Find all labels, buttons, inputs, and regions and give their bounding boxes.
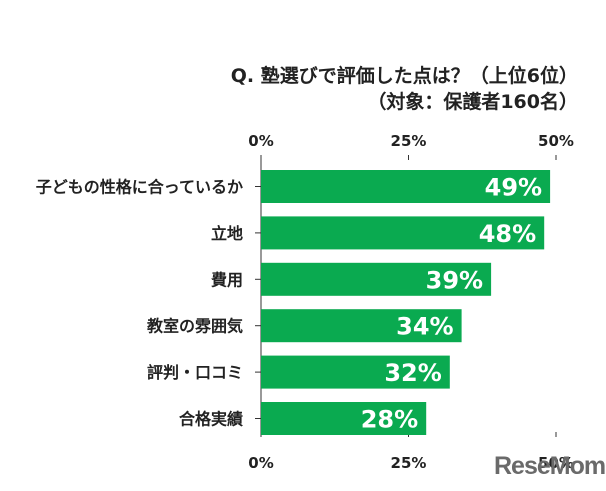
- category-label: 教室の雰囲気: [147, 317, 243, 336]
- data-label: 48%: [479, 220, 536, 248]
- bottom-tick-label: 0%: [248, 454, 273, 472]
- bar: [261, 216, 545, 250]
- category-label: 合格実績: [179, 410, 243, 429]
- bar: [261, 262, 492, 296]
- bar: [261, 170, 551, 203]
- chart-title-line2: （対象：保護者160名）: [367, 90, 578, 113]
- data-label: 32%: [384, 359, 441, 387]
- category-label: 立地: [211, 224, 243, 243]
- bar: [261, 355, 450, 389]
- category-label: 子どもの性格に合っているか: [36, 178, 243, 197]
- bottom-tick-label: 50%: [538, 454, 574, 472]
- chart-title-line1: Q. 塾選びで評価した点は？（上位6位）: [231, 64, 578, 87]
- bottom-tick-label: 25%: [391, 454, 427, 472]
- data-label: 49%: [485, 174, 542, 202]
- top-tick-label: 25%: [391, 132, 427, 150]
- data-label: 34%: [396, 313, 453, 341]
- bar: [261, 402, 427, 435]
- data-label: 28%: [361, 406, 418, 434]
- bar: [261, 309, 462, 343]
- chart-labels: 子どもの性格に合っているか 49% 立地 48% 費用 39% 教室の雰囲気 34% 評判・口コ…: [36, 174, 542, 434]
- chart-axes: 0% 0% 25% 25% 50% 50%: [248, 132, 574, 472]
- category-label: 費用: [211, 270, 243, 289]
- chart-bars: [261, 170, 551, 435]
- top-tick-label: 50%: [538, 132, 574, 150]
- top-tick-label: 0%: [248, 132, 273, 150]
- category-label: 評判・口コミ: [147, 363, 243, 382]
- data-label: 39%: [426, 266, 483, 294]
- resemom-logo: ReseMom: [494, 452, 606, 480]
